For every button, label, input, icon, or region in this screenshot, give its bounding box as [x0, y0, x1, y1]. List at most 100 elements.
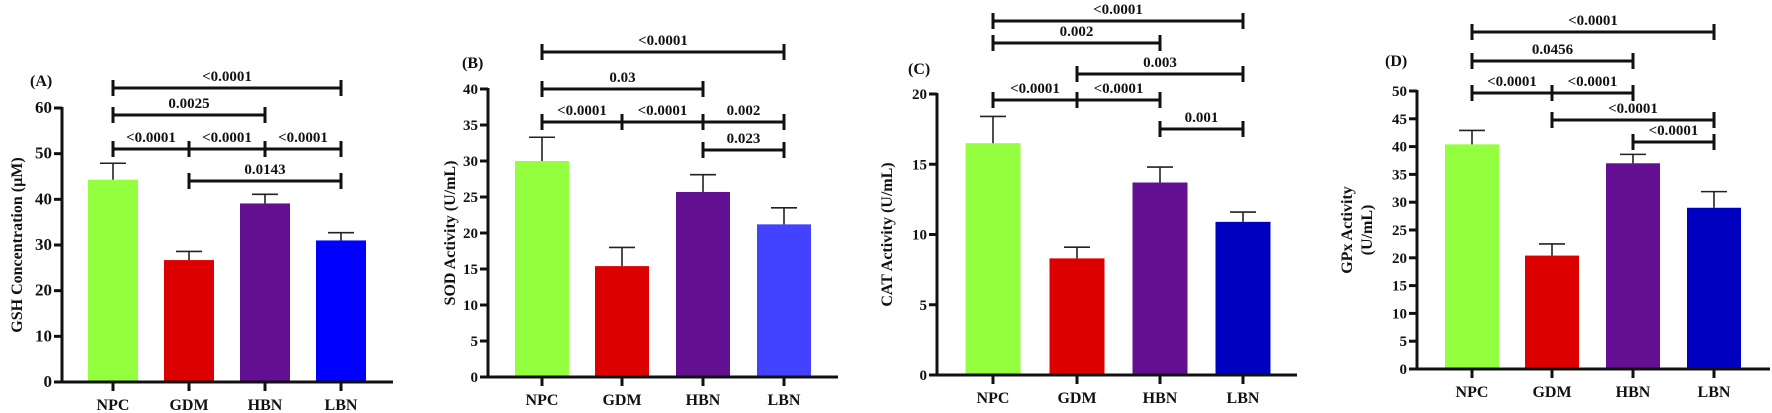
significance-bracket	[1550, 85, 1635, 101]
p-value-label: 0.0025	[168, 96, 209, 112]
y-axis-label: GSH Concentration (µM)	[9, 157, 26, 332]
y-tick-label: 50	[35, 144, 52, 163]
bar-gdm	[164, 260, 214, 382]
y-tick-label: 15	[912, 157, 927, 173]
significance-bracket	[991, 35, 1162, 51]
bar-npc	[1445, 144, 1499, 369]
x-tick-label: HBN	[1143, 390, 1178, 407]
significance-bracket	[1158, 121, 1245, 137]
y-tick-label: 10	[1392, 306, 1407, 322]
panel-label: (B)	[462, 55, 483, 72]
p-value-label: <0.0001	[202, 130, 252, 146]
x-tick-label: NPC	[97, 397, 130, 413]
y-tick-label: 30	[1392, 195, 1407, 211]
y-tick-label: 50	[1392, 84, 1407, 100]
error-bar	[980, 115, 1006, 144]
bar-hbn	[240, 203, 290, 382]
significance-bracket	[1075, 66, 1245, 82]
significance-bracket	[540, 44, 786, 60]
significance-bracket	[1470, 24, 1716, 40]
p-value-label: <0.0001	[202, 69, 252, 85]
y-tick-label: 5	[920, 298, 928, 314]
bar-npc	[965, 143, 1021, 375]
error-bar	[1539, 243, 1565, 256]
error-bar	[1147, 166, 1173, 183]
p-value-label: <0.0001	[1649, 123, 1699, 139]
x-tick-label: GDM	[602, 392, 641, 409]
p-value-label: <0.0001	[638, 103, 688, 119]
y-tick-label: 10	[463, 298, 478, 314]
x-tick-label: HBN	[1616, 384, 1651, 401]
x-tick-label: NPC	[977, 390, 1010, 407]
bar-lbn	[1687, 207, 1741, 369]
bar-hbn	[676, 191, 730, 377]
error-bar	[328, 231, 354, 241]
significance-bracket	[111, 107, 267, 123]
y-tick-label: 15	[1392, 279, 1407, 295]
error-bar	[1230, 211, 1256, 222]
x-tick-label: GDM	[1532, 384, 1571, 401]
x-tick-label: GDM	[169, 397, 208, 413]
p-value-label: 0.023	[727, 131, 761, 147]
p-value-label: 0.03	[609, 70, 635, 86]
p-value-label: <0.0001	[638, 33, 688, 49]
p-value-label: <0.0001	[1010, 81, 1060, 97]
bar-hbn	[1132, 182, 1188, 375]
y-tick-label: 20	[1392, 251, 1407, 267]
x-tick-label: HBN	[248, 397, 283, 413]
y-tick-label: 5	[1400, 334, 1408, 350]
bar-lbn	[757, 224, 811, 377]
significance-bracket	[111, 80, 343, 96]
y-tick-label: 20	[35, 281, 52, 300]
y-axis-label: GPx Activity	[1339, 186, 1356, 274]
x-tick-label: LBN	[1227, 390, 1260, 407]
panel-d: (D) 0 5 10 15 20 25 30 35 40 45 50 NPC GDM HBN LBN GPx A…	[1339, 13, 1770, 401]
significance-bracket	[263, 141, 343, 157]
panel-c: (C) 0 5 10 15 20 NPC GDM HBN LBN CAT Activity (U/m…	[879, 2, 1297, 407]
y-axis-label: CAT Activity (U/mL)	[879, 162, 896, 306]
y-tick-label: 15	[463, 262, 478, 278]
panel-label: (A)	[30, 73, 52, 90]
significance-bracket	[1550, 112, 1716, 128]
error-bar	[1701, 190, 1727, 208]
p-value-label: 0.001	[1185, 110, 1219, 126]
p-value-label: 0.003	[1143, 55, 1177, 71]
y-axis-label: SOD Activity (U/mL)	[442, 161, 459, 306]
error-bar	[176, 250, 202, 261]
y-tick-label: 20	[463, 226, 478, 242]
significance-bracket	[1631, 134, 1716, 150]
p-value-label: 0.002	[1060, 24, 1094, 40]
y-tick-label: 10	[912, 228, 927, 244]
significance-bracket	[1075, 92, 1162, 108]
panel-a: (A) 0 10 20 30 40 50 60 NPC GDM HBN LBN GSH Concentr…	[9, 69, 393, 413]
error-bar	[100, 162, 126, 180]
y-axis-label: (U/mL)	[1359, 205, 1376, 256]
y-tick-label: 0	[44, 372, 53, 391]
significance-bracket	[701, 142, 786, 158]
panel-label: (D)	[1385, 53, 1407, 70]
x-tick-label: NPC	[526, 392, 559, 409]
x-tick-label: LBN	[325, 397, 358, 413]
y-tick-label: 25	[463, 190, 478, 206]
bar-lbn	[1215, 221, 1271, 375]
error-bar	[1620, 153, 1646, 164]
bar-gdm	[1049, 258, 1105, 375]
error-bar	[529, 136, 555, 161]
panel-label: (C)	[908, 61, 930, 78]
error-bar	[771, 207, 797, 225]
p-value-label: 0.002	[727, 103, 761, 119]
p-value-label: <0.0001	[1094, 81, 1144, 97]
y-tick-label: 30	[463, 154, 478, 170]
bar-lbn	[316, 240, 366, 382]
x-tick-label: LBN	[1698, 384, 1731, 401]
x-tick-label: GDM	[1057, 390, 1096, 407]
y-tick-label: 0	[920, 368, 928, 384]
p-value-label: <0.0001	[1487, 74, 1537, 90]
significance-bracket	[1470, 53, 1635, 69]
p-value-label: <0.0001	[1093, 2, 1143, 18]
y-tick-label: 0	[1400, 362, 1408, 378]
panel-b: (B) 0 5 10 15 20 25 30 35 40 NPC GDM HBN LBN SOD Activ…	[442, 33, 838, 409]
y-tick-label: 35	[463, 118, 478, 134]
y-tick-label: 45	[1392, 112, 1407, 128]
